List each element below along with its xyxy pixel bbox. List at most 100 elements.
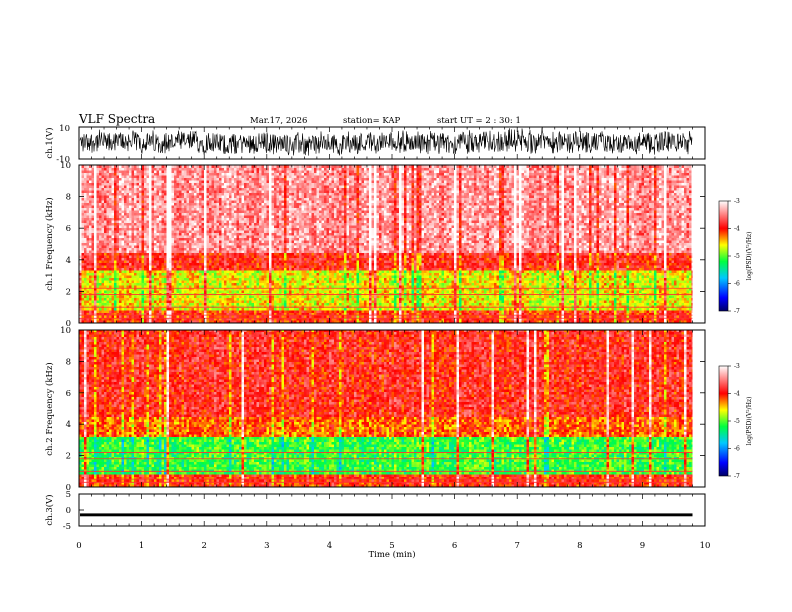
spec-cell bbox=[207, 301, 210, 304]
spec-cell bbox=[677, 276, 680, 279]
spec-cell bbox=[127, 296, 130, 299]
spec-cell bbox=[427, 316, 430, 319]
spec-cell bbox=[122, 281, 125, 284]
spec-cell bbox=[117, 316, 120, 319]
spec-cell bbox=[537, 306, 540, 309]
spec-cell bbox=[249, 281, 252, 284]
spec-cell bbox=[119, 303, 122, 306]
spec-cell bbox=[264, 316, 267, 319]
spec-cell bbox=[427, 296, 430, 299]
spec-cell bbox=[557, 311, 560, 314]
spec-cell bbox=[259, 303, 262, 306]
spec-cell bbox=[234, 283, 237, 286]
spec-cell bbox=[212, 316, 215, 319]
spec-cell bbox=[309, 298, 312, 301]
spec-cell bbox=[512, 286, 515, 289]
spec-cell bbox=[172, 276, 175, 279]
spec-cell bbox=[457, 301, 460, 304]
spec-cell bbox=[187, 306, 190, 309]
spec-cell bbox=[397, 311, 400, 314]
spec-cell bbox=[202, 283, 205, 286]
spec-cell bbox=[107, 316, 110, 319]
spec-cell bbox=[339, 298, 342, 301]
spec-cell bbox=[682, 298, 685, 301]
spec-cell bbox=[289, 296, 292, 299]
spec-cell bbox=[467, 278, 470, 281]
spec-cell bbox=[339, 273, 342, 276]
spec-cell bbox=[254, 286, 257, 289]
spec-cell bbox=[224, 283, 227, 286]
spec-cell bbox=[372, 296, 375, 299]
spec-cell bbox=[667, 311, 670, 314]
spec-cell bbox=[209, 276, 212, 279]
spec-cell bbox=[407, 278, 410, 281]
spec-cell bbox=[517, 278, 520, 281]
spec-cell bbox=[627, 273, 630, 276]
spec-cell bbox=[637, 308, 640, 311]
spec-cell bbox=[264, 308, 267, 311]
spec-cell bbox=[89, 301, 92, 304]
spec-cell bbox=[309, 303, 312, 306]
spec-cell bbox=[654, 296, 657, 299]
spec-cell bbox=[227, 276, 230, 279]
spec-cell bbox=[517, 283, 520, 286]
spec-cell bbox=[187, 271, 190, 274]
spec-cell bbox=[647, 276, 650, 279]
spec-cell bbox=[177, 276, 180, 279]
spec-cell bbox=[164, 291, 167, 294]
spec-cell bbox=[502, 296, 505, 299]
spec-cell bbox=[114, 273, 117, 276]
spec-cell bbox=[137, 278, 140, 281]
spec-cell bbox=[527, 291, 530, 294]
spec-cell bbox=[244, 286, 247, 289]
spec-cell bbox=[484, 306, 487, 309]
spec-cell bbox=[552, 291, 555, 294]
spec-cell bbox=[462, 281, 465, 284]
spec-cell bbox=[97, 281, 100, 284]
spec-cell bbox=[264, 276, 267, 279]
spec-cell bbox=[414, 276, 417, 279]
spec-cell bbox=[319, 316, 322, 319]
spec-cell bbox=[612, 273, 615, 276]
spec-cell bbox=[464, 286, 467, 289]
spec-cell bbox=[252, 273, 255, 276]
spec-cell bbox=[509, 291, 512, 294]
spec-cell bbox=[597, 273, 600, 276]
spec-cell bbox=[337, 298, 340, 301]
spec-cell bbox=[337, 276, 340, 279]
spec-cell bbox=[129, 311, 132, 314]
spec-cell bbox=[364, 286, 367, 289]
spec-cell bbox=[337, 281, 340, 284]
spec-cell bbox=[687, 311, 690, 314]
spec-cell bbox=[374, 316, 377, 319]
spec-cell bbox=[579, 296, 582, 299]
spec-cell bbox=[599, 286, 602, 289]
spec-cell bbox=[524, 308, 527, 311]
spec-cell bbox=[129, 306, 132, 309]
spec-cell bbox=[414, 278, 417, 281]
spec-cell bbox=[352, 273, 355, 276]
spec-cell bbox=[314, 311, 317, 314]
spec-cell bbox=[362, 291, 365, 294]
spec-cell bbox=[274, 283, 277, 286]
spec-cell bbox=[597, 278, 600, 281]
spec-cell bbox=[479, 303, 482, 306]
spec-cell bbox=[347, 276, 350, 279]
spec-cell bbox=[107, 301, 110, 304]
spec-cell bbox=[634, 283, 637, 286]
spec-cell bbox=[504, 298, 507, 301]
spec-cell bbox=[597, 291, 600, 294]
spec-cell bbox=[562, 301, 565, 304]
spec-cell bbox=[614, 273, 617, 276]
spec-cell bbox=[87, 276, 90, 279]
spec-cell bbox=[242, 316, 245, 319]
spec-cell bbox=[192, 286, 195, 289]
spec-cell bbox=[312, 276, 315, 279]
spec-cell bbox=[177, 296, 180, 299]
spec-cell bbox=[147, 298, 150, 301]
spec-cell bbox=[589, 296, 592, 299]
spec-cell bbox=[467, 286, 470, 289]
spec-cell bbox=[277, 311, 280, 314]
spec-cell bbox=[477, 291, 480, 294]
spec-cell bbox=[292, 301, 295, 304]
